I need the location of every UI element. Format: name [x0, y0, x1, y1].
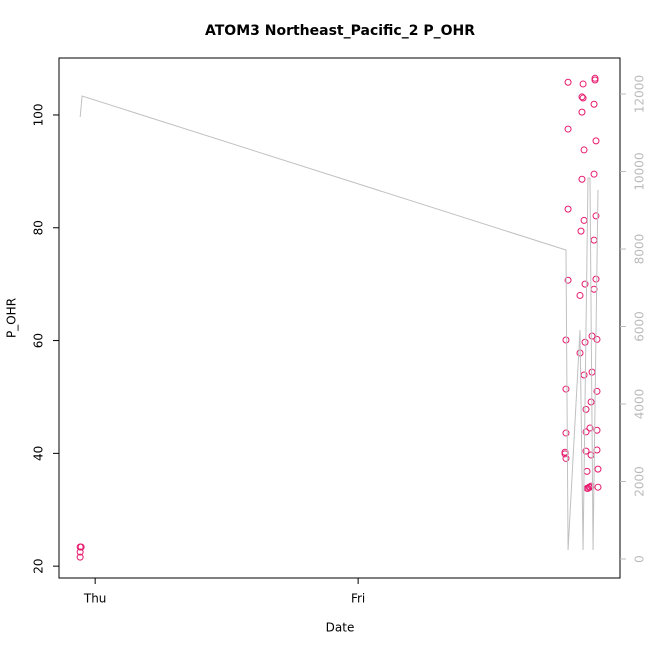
point [587, 398, 595, 406]
y2-tick-label: 12000 [633, 75, 647, 113]
point [564, 78, 572, 86]
point [578, 175, 586, 183]
x-axis-label: Date [326, 621, 355, 635]
point [588, 332, 596, 340]
point [576, 291, 584, 299]
point [562, 429, 570, 437]
y2-tick-label: 2000 [633, 466, 647, 497]
point [590, 100, 598, 108]
point [579, 94, 587, 102]
point [562, 385, 570, 393]
point [582, 447, 590, 455]
line [79, 95, 599, 551]
y-tick-label: 40 [32, 446, 46, 461]
point [591, 76, 599, 84]
point [564, 205, 572, 213]
y-tick-label: 100 [32, 104, 46, 127]
point [593, 426, 601, 434]
point [593, 387, 601, 395]
point [579, 80, 587, 88]
point [593, 335, 601, 343]
point [581, 338, 589, 346]
point [77, 543, 85, 551]
point [580, 146, 588, 154]
point [582, 405, 590, 413]
y-tick-label: 60 [32, 333, 46, 348]
point [594, 483, 602, 491]
y2-tick-label: 6000 [633, 311, 647, 342]
point [562, 454, 570, 462]
point [592, 212, 600, 220]
chart-title: ATOM3 Northeast_Pacific_2 P_OHR [205, 23, 475, 39]
plot-frame [58, 57, 621, 579]
point [578, 93, 586, 101]
point [577, 227, 585, 235]
point [590, 170, 598, 178]
y-tick-label: 20 [32, 559, 46, 574]
point [594, 465, 602, 473]
y2-tick-label: 0 [633, 555, 647, 563]
point [592, 137, 600, 145]
point [564, 276, 572, 284]
y2-tick-label: 8000 [633, 234, 647, 265]
point [561, 450, 569, 458]
x-tick-label: Fri [351, 592, 365, 606]
y-axis-label: P_OHR [5, 298, 19, 338]
y2-tick-label: 10000 [633, 152, 647, 190]
y-tick-label: 80 [32, 220, 46, 235]
x-tick-label: Thu [83, 592, 107, 606]
point [586, 424, 594, 432]
y2-tick-label: 4000 [633, 389, 647, 420]
point [592, 275, 600, 283]
point [76, 553, 84, 561]
point [562, 336, 570, 344]
point [581, 280, 589, 288]
point [582, 428, 590, 436]
point [564, 125, 572, 133]
point [76, 548, 84, 556]
point [578, 108, 586, 116]
